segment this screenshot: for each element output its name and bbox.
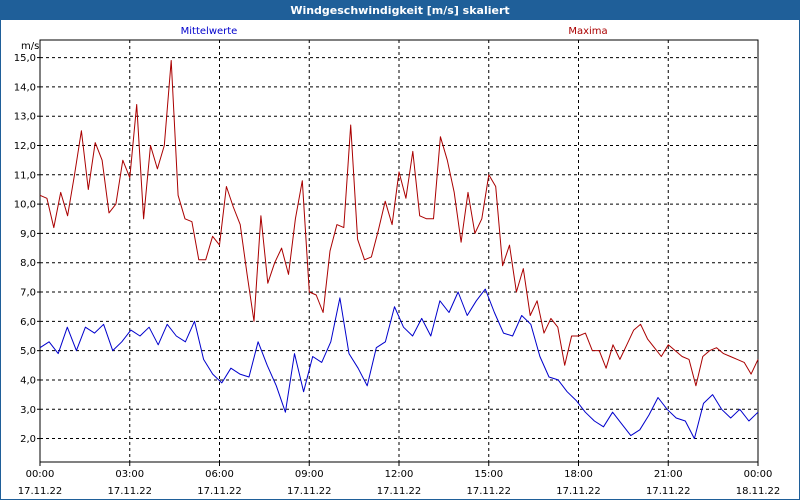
series-line-mittelwerte [39,288,759,440]
y-tick-label: 4,0 [20,375,36,386]
chart-title: Windgeschwindigkeit [m/s] skaliert [1,1,799,20]
legend-mittelwerte: Mittelwerte [181,26,238,37]
x-tick-date: 17.11.22 [466,486,511,497]
x-tick-time: 06:00 [205,469,234,480]
x-tick-time: 00:00 [744,469,773,480]
y-tick-label: 7,0 [20,288,36,299]
x-tick-date: 17.11.22 [197,486,242,497]
y-tick-label: 15,0 [14,53,36,64]
y-axis-unit: m/s [21,41,39,52]
y-tick-label: 12,0 [14,141,36,152]
x-tick-time: 03:00 [115,469,144,480]
legend-maxima: Maxima [568,26,607,37]
x-tick-date: 17.11.22 [287,486,332,497]
x-tick-time: 18:00 [564,469,593,480]
x-tick-time: 09:00 [295,469,324,480]
y-tick-label: 2,0 [20,434,36,445]
y-tick-label: 8,0 [20,258,36,269]
x-tick-time: 21:00 [654,469,683,480]
y-tick-label: 3,0 [20,405,36,416]
x-tick-time: 15:00 [474,469,503,480]
y-tick-label: 5,0 [20,346,36,357]
y-tick-label: 14,0 [14,82,36,93]
y-tick-label: 10,0 [14,200,36,211]
x-tick-time: 00:00 [26,469,55,480]
x-tick-date: 17.11.22 [556,486,601,497]
x-tick-date: 18.11.22 [736,486,781,497]
series-line-maxima [39,60,759,387]
x-tick-date: 17.11.22 [377,486,422,497]
x-tick-date: 17.11.22 [107,486,152,497]
x-tick-date: 17.11.22 [18,486,63,497]
y-tick-label: 9,0 [20,229,36,240]
x-tick-time: 12:00 [385,469,414,480]
y-tick-label: 11,0 [14,170,36,181]
y-tick-label: 6,0 [20,317,36,328]
y-tick-label: 13,0 [14,112,36,123]
x-tick-date: 17.11.22 [646,486,691,497]
